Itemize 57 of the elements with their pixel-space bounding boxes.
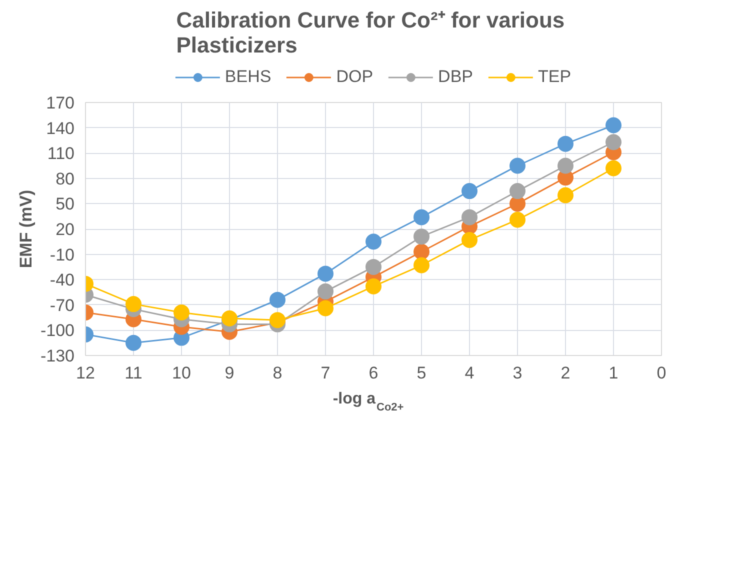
legend-label: BEHS [224, 67, 272, 87]
point [606, 117, 622, 134]
point [510, 158, 526, 174]
x-tick-label: 10 [172, 364, 191, 382]
point [318, 300, 334, 316]
x-tick-label: 3 [512, 364, 522, 382]
point [606, 134, 622, 150]
x-tick-label: 12 [76, 364, 95, 382]
x-tick-label: 11 [124, 364, 142, 382]
x-tick-label: 9 [224, 364, 234, 382]
point [462, 183, 478, 200]
point [126, 334, 142, 351]
point [174, 304, 190, 320]
x-tick-label: 5 [416, 364, 426, 382]
y-tick-label: -10 [50, 245, 75, 264]
x-tick-label: 6 [368, 364, 378, 382]
y-tick-label: -70 [50, 296, 75, 315]
point [414, 209, 430, 226]
y-tick-label: 170 [46, 94, 75, 112]
point [270, 312, 286, 328]
point [366, 278, 382, 294]
point [366, 258, 382, 275]
point [558, 136, 574, 152]
y-tick-label: 140 [46, 118, 75, 138]
point [366, 234, 382, 250]
y-tick-label: -130 [40, 346, 75, 366]
point [606, 160, 622, 176]
x-tick-label: 2 [560, 364, 570, 382]
point [462, 209, 478, 226]
x-tick-label: 8 [272, 364, 282, 382]
point [510, 183, 526, 200]
x-tick-label: 7 [320, 364, 330, 382]
point [462, 232, 478, 248]
point [558, 158, 574, 174]
point [510, 212, 526, 228]
chart-title: Calibration Curve for Co²⁺ for various Plasticizers [176, 8, 565, 58]
point [318, 266, 334, 282]
x-tick-label: 0 [656, 364, 666, 382]
point [126, 296, 142, 312]
y-tick-label: 110 [47, 144, 75, 164]
y-axis-title: EMF (mV) [16, 190, 36, 268]
point [414, 257, 430, 274]
x-tick-label: 1 [608, 364, 618, 382]
y-tick-label: -100 [40, 321, 75, 340]
y-tick-label: 20 [56, 220, 75, 239]
legend-label: TEP [538, 67, 572, 87]
point [558, 187, 574, 204]
point [414, 228, 430, 245]
point [414, 244, 430, 260]
y-tick-label: 80 [56, 169, 75, 188]
y-tick-label: 50 [56, 194, 75, 214]
legend-label: DBP [438, 67, 474, 87]
y-tick-label: -40 [50, 270, 75, 290]
x-tick-label: 4 [464, 364, 474, 382]
point [318, 283, 334, 300]
point [270, 292, 286, 308]
legend-label: DOP [336, 67, 374, 87]
